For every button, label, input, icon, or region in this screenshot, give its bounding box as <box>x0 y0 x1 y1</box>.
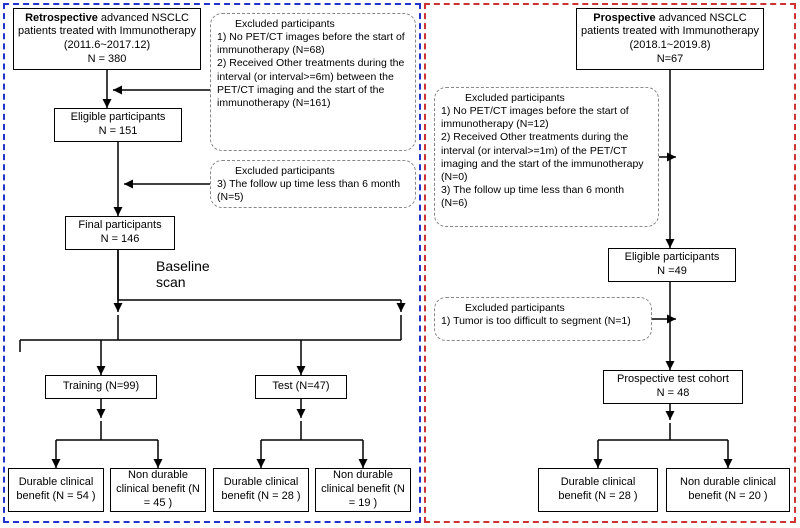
retro-cohort-title: Retrospective advanced NSCLC patients tr… <box>18 12 196 40</box>
retro-excl2-head: Excluded participants <box>217 165 335 178</box>
prosp-excl1-box: Excluded participants 1) No PET/CT image… <box>434 87 659 227</box>
prosp-excl2-l1: 1) Tumor is too difficult to segment (N=… <box>441 315 631 328</box>
retro-final-box: Final participants N = 146 <box>65 216 175 250</box>
retro-eligible-t2: N = 151 <box>99 125 138 139</box>
prosp-excl1-head: Excluded participants <box>441 92 565 105</box>
prosp-excl1-l1: 1) No PET/CT images before the start of … <box>441 105 652 131</box>
prosp-test-t1: Prospective test cohort <box>617 373 729 387</box>
retro-excl1-l2: 2) Received Other treatments during the … <box>217 57 409 110</box>
retro-excl1-head: Excluded participants <box>217 18 335 31</box>
prosp-dcb-label: Durable clinical benefit (N = 28 ) <box>543 476 653 504</box>
training-label: Training (N=99) <box>63 380 139 394</box>
prosp-excl2-head: Excluded participants <box>441 302 565 315</box>
prosp-cohort-n: N=67 <box>657 53 684 67</box>
test-box: Test (N=47) <box>255 375 347 399</box>
test-dcb-box: Durable clinical benefit (N = 28 ) <box>213 468 309 512</box>
prosp-eligible-t1: Eligible participants <box>625 251 720 265</box>
prosp-ndcb-box: Non durable clinical benefit (N = 20 ) <box>666 468 790 512</box>
prosp-ndcb-label: Non durable clinical benefit (N = 20 ) <box>671 476 785 504</box>
prosp-cohort-box: Prospective advanced NSCLC patients trea… <box>576 8 764 70</box>
prosp-test-cohort-box: Prospective test cohort N = 48 <box>603 370 743 404</box>
test-dcb-label: Durable clinical benefit (N = 28 ) <box>218 476 304 504</box>
prosp-excl1-l3: 3) The follow up time less than 6 month … <box>441 184 652 210</box>
retro-excl2-l1: 3) The follow up time less than 6 month … <box>217 178 409 204</box>
prosp-dcb-box: Durable clinical benefit (N = 28 ) <box>538 468 658 512</box>
prosp-test-t2: N = 48 <box>657 387 690 401</box>
prosp-eligible-box: Eligible participants N =49 <box>608 248 736 282</box>
test-ndcb-box: Non durable clinical benefit (N = 19 ) <box>315 468 411 512</box>
retro-final-t2: N = 146 <box>101 233 140 247</box>
retro-eligible-box: Eligible participants N = 151 <box>54 108 182 142</box>
retro-final-t1: Final participants <box>78 219 161 233</box>
retro-cohort-box: Retrospective advanced NSCLC patients tr… <box>13 8 201 70</box>
baseline-label: Baseline scan <box>156 258 210 290</box>
prosp-eligible-t2: N =49 <box>657 265 687 279</box>
prosp-cohort-title: Prospective advanced NSCLC patients trea… <box>581 12 759 53</box>
prosp-excl1-l2: 2) Received Other treatments during the … <box>441 131 652 184</box>
train-dcb-label: Durable clinical benefit (N = 54 ) <box>13 476 99 504</box>
prosp-excl2-box: Excluded participants 1) Tumor is too di… <box>434 297 652 341</box>
test-label: Test (N=47) <box>272 380 329 394</box>
retro-eligible-t1: Eligible participants <box>71 111 166 125</box>
retro-excl1-box: Excluded participants 1) No PET/CT image… <box>210 13 416 151</box>
retro-cohort-n: N = 380 <box>88 53 127 67</box>
train-ndcb-label: Non durable clinical benefit (N = 45 ) <box>115 469 201 510</box>
retro-excl2-box: Excluded participants 3) The follow up t… <box>210 160 416 208</box>
train-ndcb-box: Non durable clinical benefit (N = 45 ) <box>110 468 206 512</box>
test-ndcb-label: Non durable clinical benefit (N = 19 ) <box>320 469 406 510</box>
train-dcb-box: Durable clinical benefit (N = 54 ) <box>8 468 104 512</box>
retro-excl1-l1: 1) No PET/CT images before the start of … <box>217 31 409 57</box>
retro-cohort-period: (2011.6~2017.12) <box>64 39 150 53</box>
training-box: Training (N=99) <box>45 375 157 399</box>
